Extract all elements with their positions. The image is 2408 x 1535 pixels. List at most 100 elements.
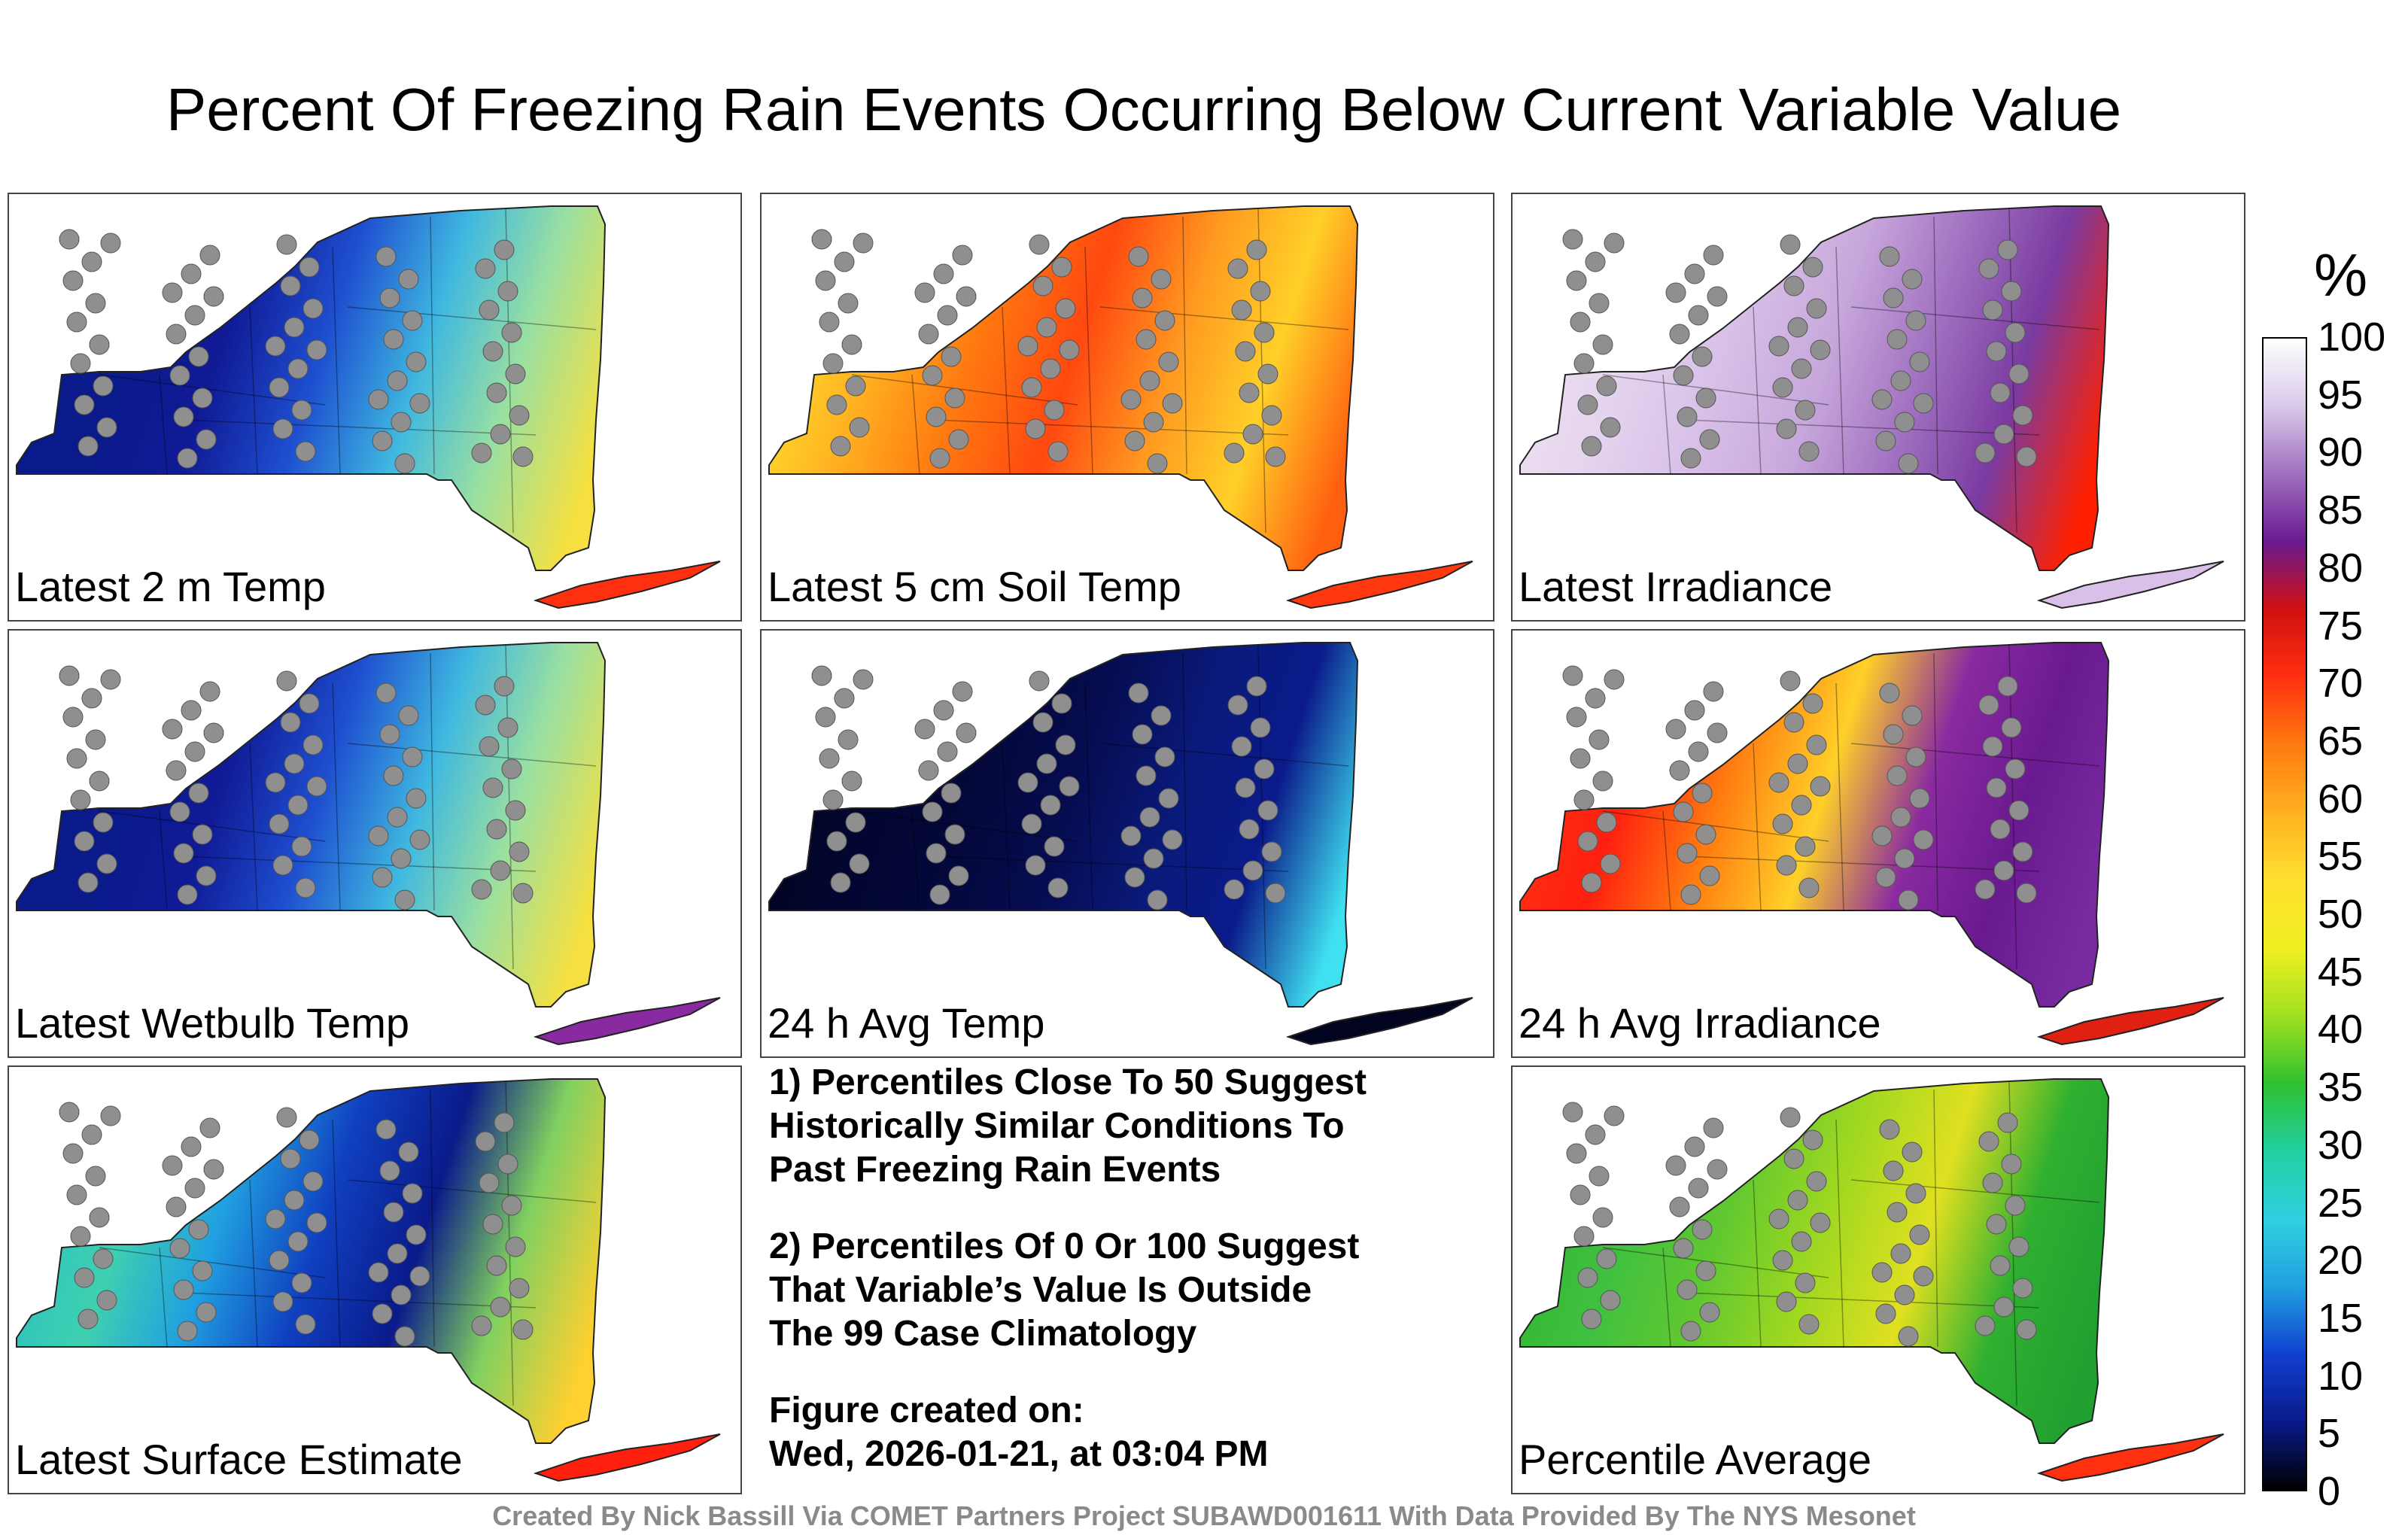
- station-marker: [1802, 1129, 1823, 1150]
- station-marker: [1699, 865, 1720, 886]
- station-marker: [937, 741, 958, 762]
- station-marker: [1562, 1102, 1583, 1123]
- colorbar-tick-55: 55: [2318, 834, 2364, 880]
- station-marker: [1669, 760, 1690, 781]
- station-marker: [1604, 669, 1625, 690]
- county-line: [911, 810, 920, 911]
- station-marker: [1147, 889, 1168, 910]
- station-marker: [494, 1112, 515, 1133]
- station-marker: [287, 795, 309, 816]
- station-marker: [62, 270, 84, 291]
- station-marker: [1810, 776, 1831, 797]
- station-marker: [162, 282, 183, 303]
- station-marker: [372, 430, 393, 451]
- station-marker: [1566, 707, 1587, 728]
- station-marker: [409, 393, 430, 414]
- station-marker: [1787, 753, 1808, 774]
- station-marker: [1703, 681, 1724, 702]
- station-marker: [391, 848, 412, 869]
- station-marker: [272, 418, 293, 439]
- station-marker: [375, 1119, 397, 1140]
- panel-24h-avg-irradiance: 24 h Avg Irradiance: [1511, 629, 2245, 1058]
- station-marker: [1154, 310, 1175, 331]
- station-marker: [199, 1117, 220, 1138]
- station-marker: [1905, 310, 1926, 331]
- station-marker: [78, 436, 99, 457]
- station-marker: [1982, 1172, 2003, 1193]
- station-marker: [1261, 405, 1282, 426]
- station-marker: [173, 843, 194, 864]
- station-marker: [166, 760, 187, 781]
- county-line: [851, 810, 1078, 842]
- station-marker: [272, 855, 293, 876]
- station-marker: [1585, 251, 1606, 272]
- station-marker: [299, 257, 320, 278]
- station-marker: [303, 298, 324, 319]
- station-marker: [1665, 282, 1686, 303]
- county-line: [99, 810, 326, 842]
- station-marker: [1680, 448, 1701, 469]
- panel-label: Latest Wetbulb Temp: [15, 999, 410, 1047]
- station-marker: [181, 700, 202, 721]
- station-marker: [1699, 1302, 1720, 1323]
- county-line: [851, 374, 1078, 406]
- station-marker: [952, 245, 973, 266]
- station-marker: [956, 286, 977, 307]
- station-marker: [1573, 1226, 1595, 1247]
- station-marker: [490, 1296, 511, 1318]
- state-shape: [768, 205, 1359, 571]
- station-marker: [303, 1171, 324, 1192]
- station-marker: [1772, 1250, 1793, 1271]
- county-line: [1850, 306, 2100, 330]
- station-marker: [2012, 405, 2033, 426]
- station-marker: [398, 705, 419, 726]
- station-marker: [173, 406, 194, 427]
- station-marker: [78, 1309, 99, 1330]
- station-marker: [1132, 724, 1153, 745]
- station-marker: [494, 239, 515, 260]
- station-marker: [1589, 293, 1610, 314]
- station-marker: [815, 707, 836, 728]
- panel-latest-wetbulb-temp: Latest Wetbulb Temp: [8, 629, 742, 1058]
- station-marker: [1017, 336, 1038, 357]
- station-marker: [1124, 430, 1145, 451]
- station-marker: [1684, 263, 1705, 284]
- station-marker: [184, 1178, 205, 1199]
- station-marker: [1810, 339, 1831, 360]
- station-marker: [1231, 736, 1252, 757]
- station-marker: [819, 748, 840, 769]
- station-marker: [1677, 1279, 1698, 1300]
- figure-created-label: Figure created on:: [769, 1391, 1084, 1430]
- station-marker: [402, 1183, 423, 1204]
- station-marker: [1883, 1160, 1904, 1181]
- station-marker: [1128, 246, 1149, 267]
- station-marker: [96, 1290, 117, 1311]
- station-marker: [952, 681, 973, 702]
- station-marker: [941, 783, 962, 804]
- station-marker: [1585, 688, 1606, 709]
- station-marker: [306, 1212, 327, 1233]
- station-marker: [841, 334, 862, 355]
- panel-label: Latest 5 cm Soil Temp: [768, 563, 1181, 610]
- station-marker: [1120, 389, 1142, 410]
- station-marker: [265, 1208, 286, 1230]
- station-marker: [1227, 695, 1248, 716]
- station-marker: [1768, 336, 1789, 357]
- station-marker: [93, 1248, 114, 1269]
- colorbar-tick-85: 85: [2318, 488, 2364, 533]
- station-marker: [89, 1207, 110, 1228]
- station-marker: [1596, 375, 1617, 397]
- colorbar-tick-100: 100: [2318, 315, 2386, 360]
- station-marker: [280, 712, 301, 733]
- station-marker: [1132, 287, 1153, 309]
- station-marker: [490, 424, 511, 445]
- station-marker: [1692, 783, 1713, 804]
- station-marker: [1570, 748, 1591, 769]
- station-marker: [944, 824, 965, 845]
- station-marker: [1242, 424, 1263, 445]
- county-line: [1602, 374, 1829, 406]
- station-marker: [471, 1315, 492, 1336]
- map-percentile-average: [1519, 1078, 2224, 1482]
- colorbar-tick-60: 60: [2318, 776, 2364, 822]
- station-marker: [402, 310, 423, 331]
